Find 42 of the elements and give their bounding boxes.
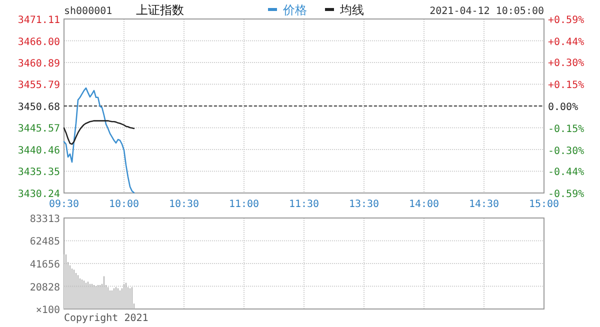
y2-tick-label: +0.59% — [548, 15, 584, 26]
y2-tick-label: -0.59% — [548, 189, 584, 200]
y-tick-label: 3435.35 — [18, 167, 60, 178]
y2-tick-label: +0.30% — [548, 58, 584, 69]
legend-label: 均线 — [339, 3, 364, 17]
y-tick-label: 3471.11 — [18, 15, 60, 26]
x-tick-label: 10:30 — [168, 199, 200, 210]
line-series — [63, 120, 135, 145]
x-tick-label: 14:00 — [408, 199, 440, 210]
y-axis-title: ×100 — [36, 305, 60, 316]
y-tick-label: 3440.46 — [18, 145, 60, 156]
y-tick-label: 3466.00 — [18, 36, 60, 48]
y-tick-label: 3450.68 — [18, 102, 60, 113]
legend-item: 价格 — [268, 3, 307, 17]
x-tick-label: 14:30 — [468, 199, 500, 210]
text: sh000001 — [64, 6, 112, 17]
x-tick-label: 09:30 — [48, 199, 80, 210]
y2-tick-label: -0.44% — [548, 166, 584, 178]
y-tick-label: 3455.79 — [18, 80, 60, 92]
y-tick-label: 3460.89 — [18, 58, 60, 70]
y-tick-label: 3445.57 — [18, 124, 60, 135]
y2-tick-label: -0.15% — [548, 124, 584, 136]
y-tick-label: 3430.24 — [18, 189, 60, 200]
text: 2021-04-12 10:05:00 — [430, 6, 544, 17]
x-tick-label: 11:00 — [228, 199, 260, 210]
y2-tick-label: +0.44% — [548, 37, 584, 48]
x-tick-label: 10:00 — [108, 199, 140, 210]
y-tick-label: 20828 — [30, 282, 60, 294]
y2-tick-label: +0.15% — [548, 80, 584, 91]
x-tick-label: 11:30 — [288, 199, 320, 210]
y-tick-label: 62485 — [30, 236, 60, 248]
y2-tick-label: 0.00% — [548, 102, 578, 113]
legend-label: 价格 — [282, 3, 307, 17]
x-tick-label: 15:00 — [528, 199, 560, 210]
text: Copyright 2021 — [64, 313, 148, 324]
x-tick-label: 13:30 — [348, 199, 380, 210]
y2-tick-label: -0.30% — [548, 146, 584, 158]
y-tick-label: 83313 — [30, 214, 60, 225]
chart-title: 上证指数 — [136, 3, 184, 17]
y-tick-label: 41656 — [30, 260, 60, 270]
line-series — [63, 87, 135, 194]
legend-item: 均线 — [325, 3, 364, 17]
